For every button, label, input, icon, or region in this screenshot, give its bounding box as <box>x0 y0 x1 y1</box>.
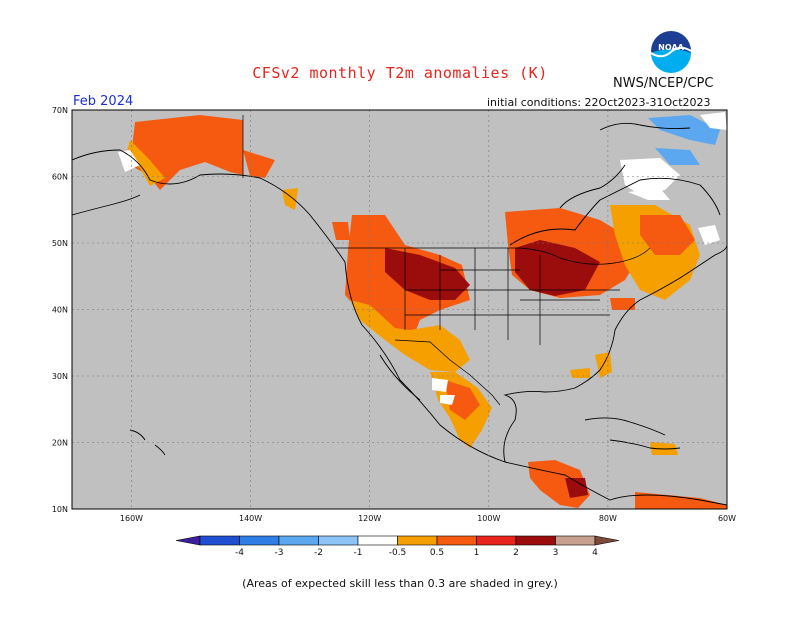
colorbar-tick-label: -1 <box>354 548 363 558</box>
lat-label: 70N <box>52 106 68 115</box>
colorbar-segment <box>357 535 398 546</box>
colorbar-tick-label: 3 <box>553 548 559 558</box>
anomaly-western-us <box>332 215 492 448</box>
colorbar-segment <box>436 535 477 546</box>
colorbar-arrow-high <box>594 535 620 546</box>
lat-label: 50N <box>52 239 68 248</box>
anomaly-central-america <box>528 442 727 509</box>
noaa-logo-text: NOAA <box>658 43 684 52</box>
colorbar-tick-label: -2 <box>314 548 323 558</box>
colorbar-tick-label: 2 <box>513 548 519 558</box>
lon-label: 120W <box>358 514 381 523</box>
forecast-month: Feb 2024 <box>73 94 134 109</box>
colorbar-tick-label: 0.5 <box>430 548 444 558</box>
colorbar: -4 -3 -2 -1 -0.5 0.5 1 2 3 4 <box>175 535 620 558</box>
noaa-logo: NOAA <box>650 31 692 73</box>
agency-label: NWS/NCEP/CPC <box>613 76 714 91</box>
lat-label: 60N <box>52 173 68 182</box>
coastlines <box>72 122 727 506</box>
colorbar-segment <box>318 535 359 546</box>
anomaly-arctic <box>620 112 727 195</box>
lat-label: 40N <box>52 306 68 315</box>
political-borders <box>242 115 651 406</box>
colorbar-segment <box>199 535 240 546</box>
colorbar-segment <box>278 535 319 546</box>
lon-label: 140W <box>239 514 262 523</box>
colorbar-segment <box>555 535 596 546</box>
colorbar-tick-label: -4 <box>235 548 244 558</box>
initial-conditions: initial conditions: 22Oct2023-31Oct2023 <box>487 96 711 109</box>
colorbar-segment <box>515 535 556 546</box>
lat-axis: 70N 60N 50N 40N 30N 20N 10N <box>52 106 68 514</box>
skill-footnote: (Areas of expected skill less than 0.3 a… <box>242 577 558 590</box>
colorbar-tick-label: 1 <box>474 548 480 558</box>
colorbar-arrow-low <box>175 535 201 546</box>
colorbar-segment <box>397 535 438 546</box>
lon-label: 80W <box>599 514 617 523</box>
lon-label: 160W <box>120 514 143 523</box>
lat-label: 20N <box>52 439 68 448</box>
lon-label: 60W <box>718 514 736 523</box>
colorbar-segment <box>476 535 517 546</box>
lat-label: 30N <box>52 372 68 381</box>
lon-axis: 160W 140W 120W 100W 80W 60W <box>120 514 736 523</box>
map-panel <box>71 109 728 510</box>
colorbar-tick-label: 4 <box>592 548 598 558</box>
colorbar-tick-label: -3 <box>275 548 284 558</box>
colorbar-tick-label: -0.5 <box>389 548 407 558</box>
lon-label: 100W <box>477 514 500 523</box>
colorbar-segment <box>239 535 280 546</box>
map-title: CFSv2 monthly T2m anomalies (K) <box>252 64 548 82</box>
graticule <box>72 110 727 509</box>
lat-label: 10N <box>52 505 68 514</box>
